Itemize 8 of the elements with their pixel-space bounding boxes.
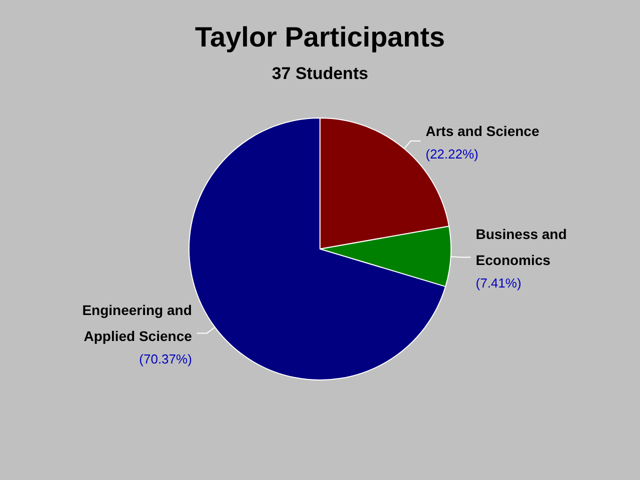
chart-subtitle: 37 Students xyxy=(272,64,368,83)
slice-label: Arts and Science xyxy=(426,122,540,139)
data-label: (22.22%) xyxy=(426,146,478,162)
slice-label: Engineering and Applied Science xyxy=(82,302,192,344)
data-label: (70.37%) xyxy=(139,352,192,367)
slice-label: Business and Economics xyxy=(476,226,567,268)
data-label: (7.41%) xyxy=(476,276,522,291)
chart-title: Taylor Participants xyxy=(194,22,446,52)
